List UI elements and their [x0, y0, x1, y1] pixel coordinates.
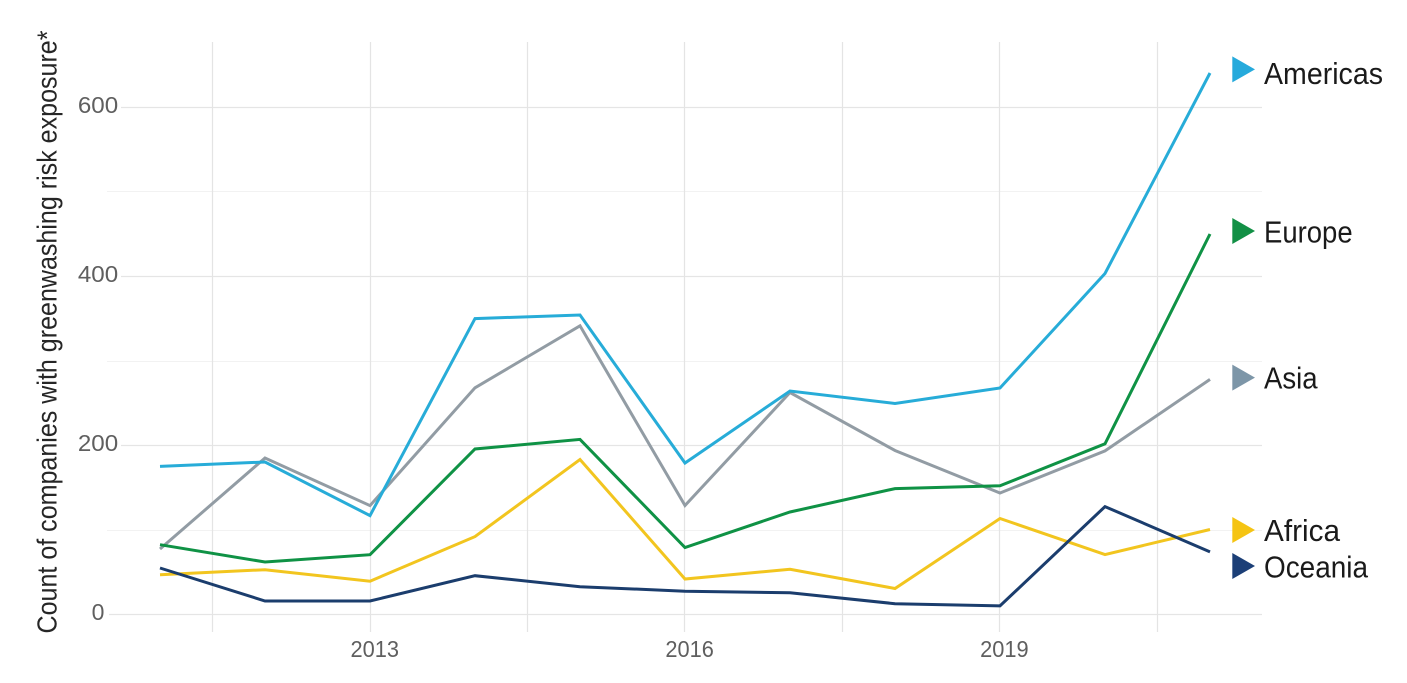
svg-text:2019: 2019 — [980, 636, 1029, 662]
svg-text:600: 600 — [78, 92, 118, 118]
svg-text:Asia: Asia — [1264, 360, 1318, 395]
svg-text:2013: 2013 — [351, 636, 400, 662]
svg-text:Count of companies with greenw: Count of companies with greenwashing ris… — [32, 30, 63, 633]
svg-text:Americas: Americas — [1264, 56, 1383, 91]
svg-text:200: 200 — [78, 430, 118, 456]
svg-text:2016: 2016 — [665, 636, 714, 662]
svg-text:Oceania: Oceania — [1264, 550, 1369, 585]
svg-text:Africa: Africa — [1264, 513, 1341, 548]
svg-text:400: 400 — [78, 261, 118, 287]
svg-text:Europe: Europe — [1264, 215, 1353, 250]
svg-text:0: 0 — [92, 599, 105, 625]
